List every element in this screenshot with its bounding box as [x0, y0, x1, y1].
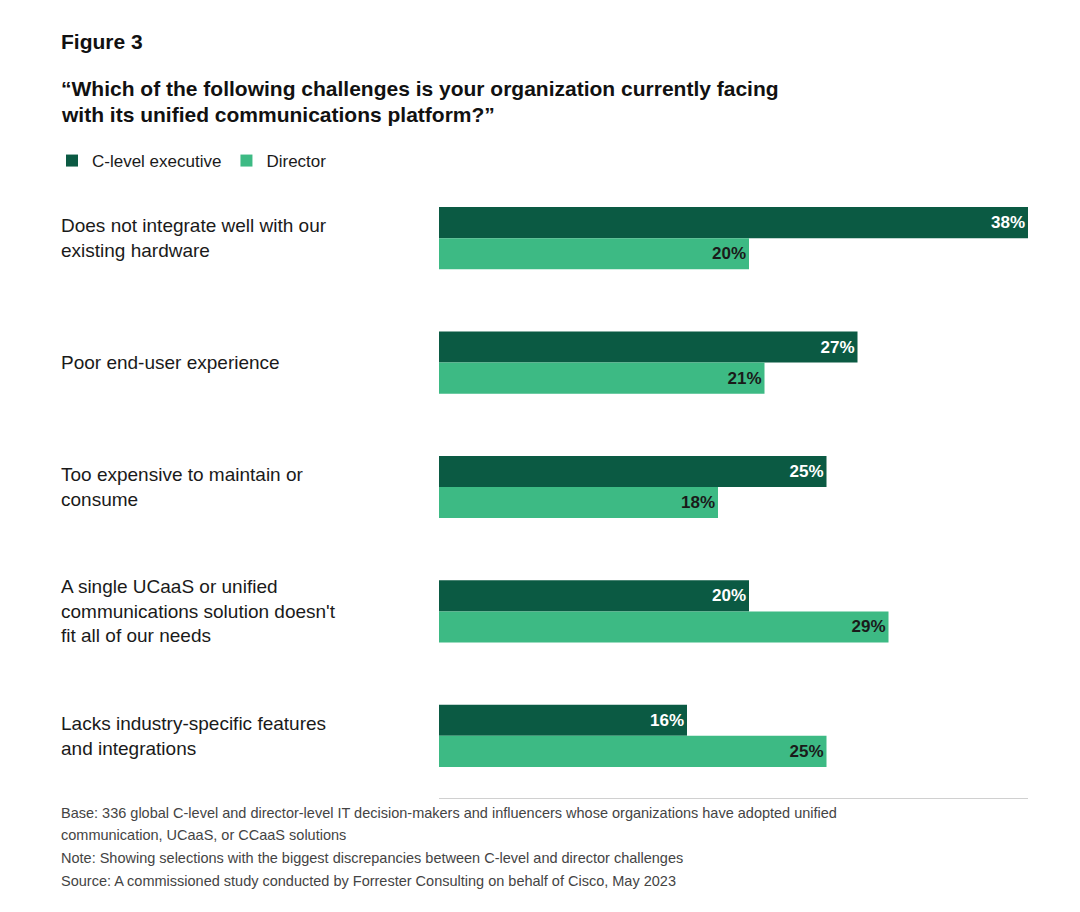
- svg-text:27%: 27%: [820, 338, 854, 357]
- svg-text:with its unified communication: with its unified communications platform…: [61, 103, 495, 126]
- svg-text:25%: 25%: [789, 742, 823, 761]
- svg-text:Figure 3: Figure 3: [61, 30, 143, 53]
- svg-text:18%: 18%: [681, 493, 715, 512]
- svg-text:Base: 336 global C-level and d: Base: 336 global C-level and director-le…: [61, 805, 837, 821]
- svg-text:20%: 20%: [712, 244, 746, 263]
- svg-text:communication, UCaaS, or CCaaS: communication, UCaaS, or CCaaS solutions: [61, 827, 346, 843]
- svg-text:Lacks industry-specific featur: Lacks industry-specific featuresand inte…: [61, 713, 326, 759]
- svg-text:“Which of the following challe: “Which of the following challenges is yo…: [61, 77, 779, 100]
- svg-text:Too expensive to maintain orco: Too expensive to maintain orconsume: [61, 464, 304, 510]
- svg-text:25%: 25%: [789, 462, 823, 481]
- svg-text:38%: 38%: [991, 213, 1025, 232]
- svg-text:Note: Showing selections with: Note: Showing selections with the bigges…: [61, 850, 683, 866]
- svg-text:A single UCaaS or unifiedcommu: A single UCaaS or unifiedcommunications …: [61, 576, 336, 646]
- svg-text:C-level executive: C-level executive: [92, 152, 221, 171]
- svg-text:Poor end-user experience: Poor end-user experience: [61, 352, 280, 373]
- svg-text:16%: 16%: [650, 711, 684, 730]
- svg-text:Source: A commissioned study c: Source: A commissioned study conducted b…: [61, 873, 676, 889]
- svg-text:Director: Director: [266, 152, 326, 171]
- svg-text:29%: 29%: [851, 617, 885, 636]
- svg-text:Does not integrate well with o: Does not integrate well with ourexisting…: [61, 215, 327, 261]
- svg-text:21%: 21%: [727, 369, 761, 388]
- svg-text:20%: 20%: [712, 586, 746, 605]
